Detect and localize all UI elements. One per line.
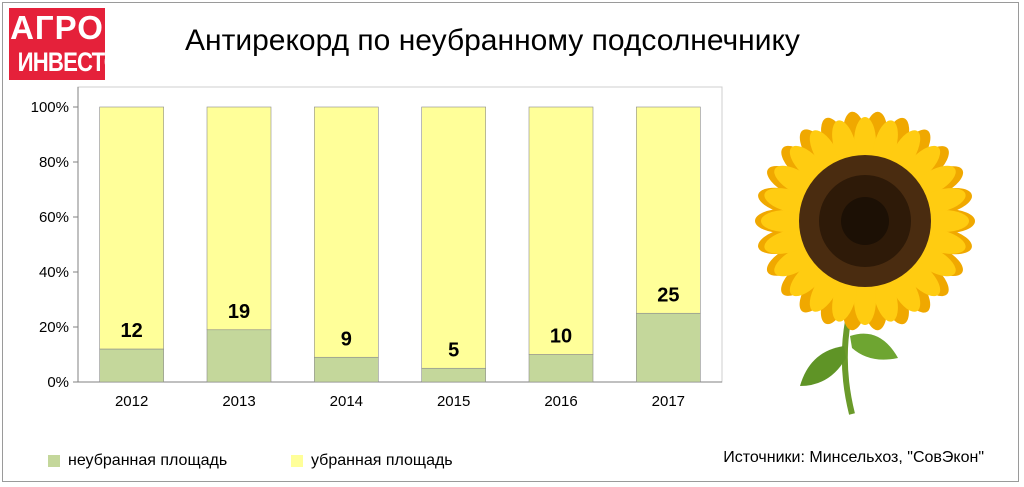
bar-segment-unharvested-2016	[528, 354, 594, 383]
x-tick-label: 2013	[222, 393, 255, 410]
x-tick-label: 2017	[652, 393, 685, 410]
y-tick-label: 100%	[31, 99, 69, 116]
sunflower-petal	[854, 117, 876, 167]
bar-segment-harvested-2017	[636, 106, 701, 314]
chart-title: Антирекорд по неубранному подсолнечнику	[185, 24, 800, 57]
sunflower-petal	[761, 210, 811, 232]
data-label: 19	[228, 301, 250, 323]
bar-segment-harvested-2015	[421, 106, 486, 369]
bar-segment-harvested-2016	[528, 106, 594, 355]
data-label: 12	[121, 320, 143, 342]
sunflower-stem	[800, 320, 898, 415]
plot-area	[77, 86, 723, 383]
sunflower-petal	[854, 275, 876, 325]
y-tick-label: 20%	[39, 319, 69, 336]
data-label: 10	[550, 326, 572, 348]
y-tick-label: 60%	[39, 209, 69, 226]
bar-segment-unharvested-2015	[421, 367, 486, 383]
y-tick-label: 0%	[47, 374, 69, 391]
logo-line-1: АГРО	[10, 9, 104, 46]
legend-label-harvested: убранная площадь	[311, 452, 453, 469]
x-tick-label: 2016	[544, 393, 577, 410]
bar-segment-harvested-2013	[206, 106, 272, 331]
sunflower-image	[755, 111, 975, 415]
sunflower-disk-core	[841, 197, 889, 245]
bar-segment-harvested-2014	[314, 106, 379, 358]
x-tick-label: 2012	[115, 393, 148, 410]
bar-segment-unharvested-2017	[636, 312, 701, 383]
data-label: 5	[448, 339, 459, 361]
legend-label-unharvested: неубранная площадь	[68, 452, 228, 469]
sunflower-petal	[919, 210, 969, 232]
legend-swatch-unharvested	[48, 455, 60, 467]
bar-segment-unharvested-2012	[99, 348, 164, 383]
source-note: Источники: Минсельхоз, "СовЭкон"	[723, 449, 984, 466]
y-tick-label: 40%	[39, 264, 69, 281]
y-tick-label: 80%	[39, 154, 69, 171]
bar-segment-unharvested-2014	[314, 356, 379, 383]
x-tick-label: 2014	[330, 393, 363, 410]
bar-segment-harvested-2012	[99, 106, 164, 350]
x-tick-label: 2015	[437, 393, 470, 410]
legend-swatch-harvested	[291, 455, 303, 467]
data-label: 9	[341, 328, 352, 350]
bar-segment-unharvested-2013	[206, 329, 272, 383]
data-label: 25	[657, 284, 679, 306]
